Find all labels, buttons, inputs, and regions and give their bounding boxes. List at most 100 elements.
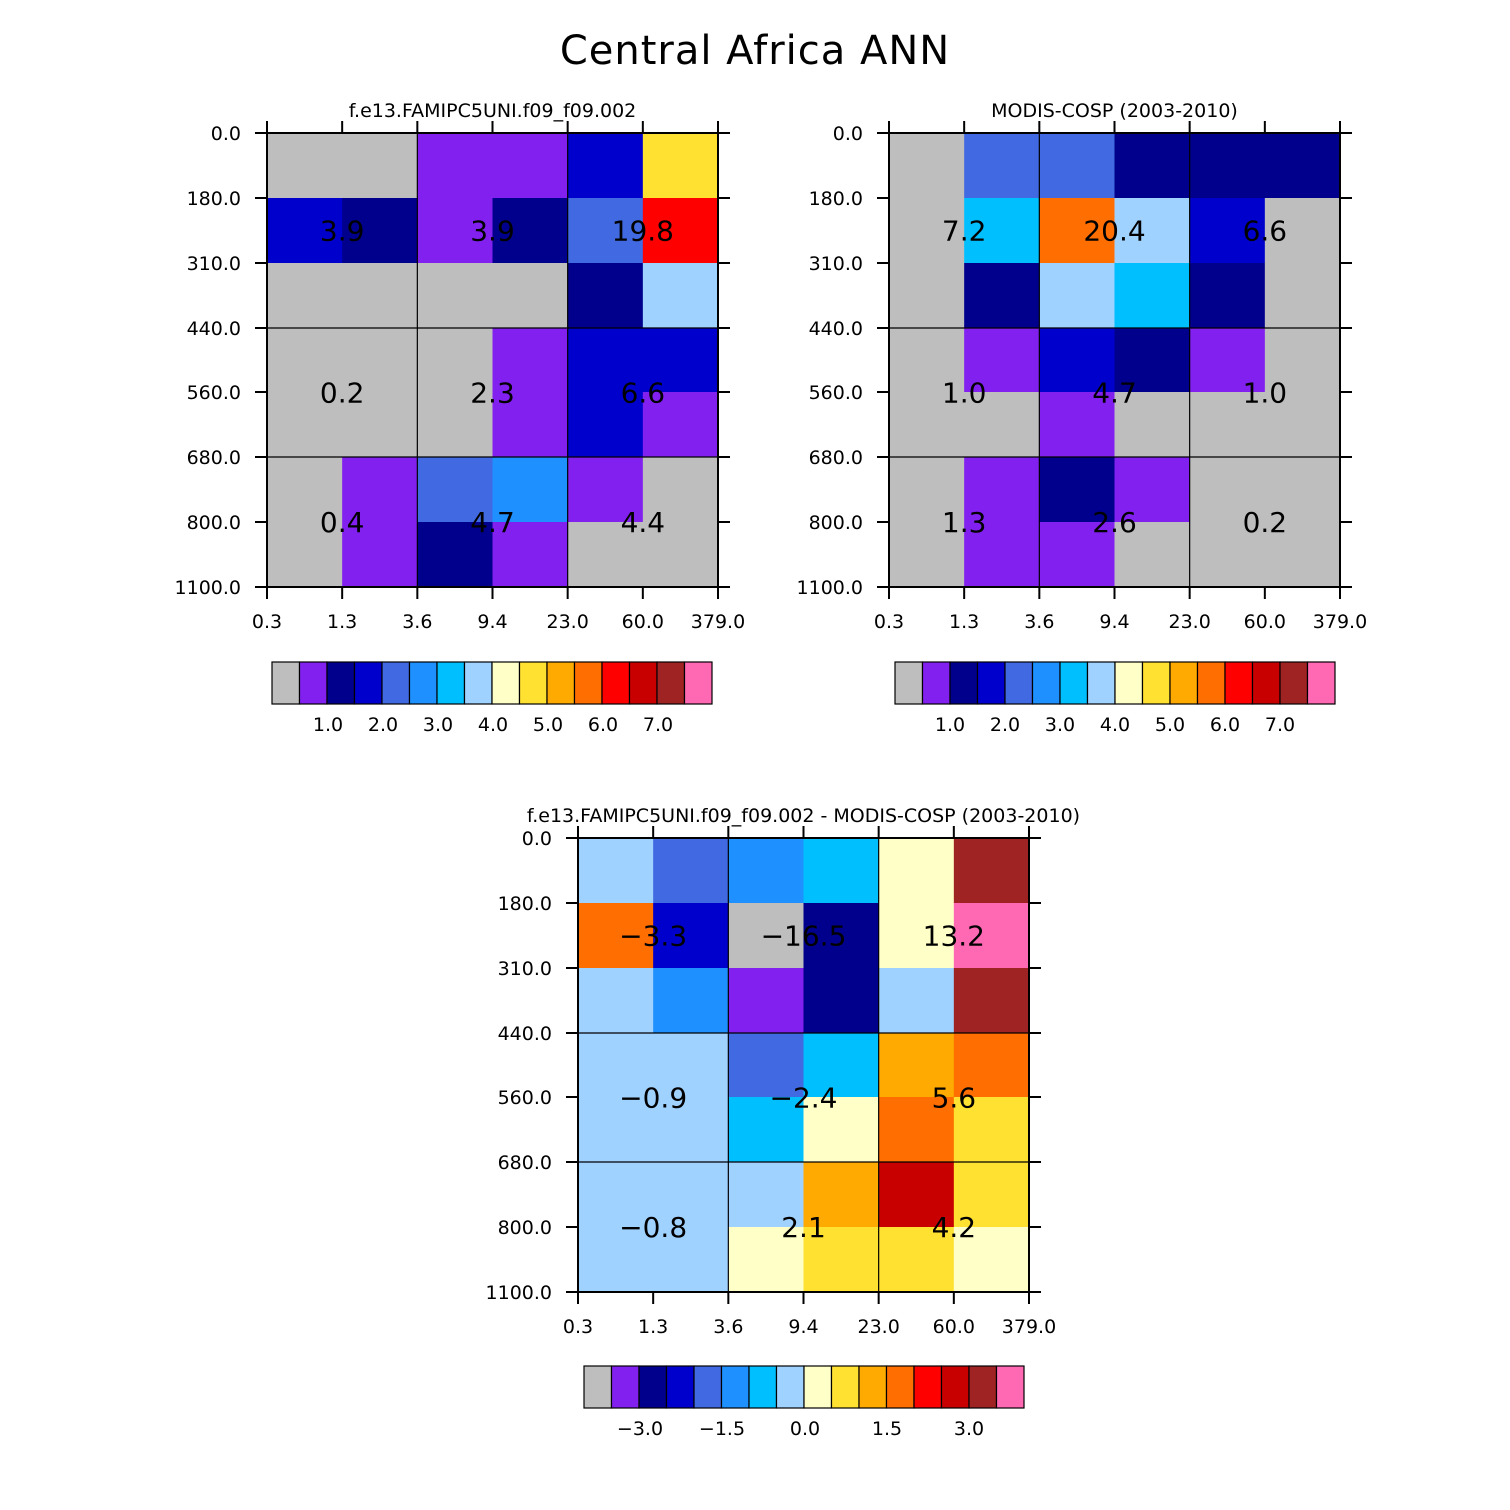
heatmap-cell (803, 1227, 880, 1293)
heatmap-cell (417, 522, 494, 588)
heatmap-cell (653, 1097, 729, 1163)
heatmap-cell (417, 392, 494, 458)
heatmap-cell (964, 457, 1040, 523)
colorbar-swatch (1004, 661, 1034, 705)
x-tick-label: 0.3 (252, 611, 282, 633)
colorbar-swatch (894, 661, 924, 705)
cell-value-label: 5.6 (932, 1082, 977, 1115)
heatmap-cell (653, 1162, 729, 1228)
colorbar-swatch (803, 1365, 833, 1409)
y-axis: 0.0 180.0 310.0 440.0 560.0 680.0 800.0 1100.0 (175, 123, 730, 599)
x-tick-label: 3.6 (1024, 611, 1054, 633)
heatmap-cell (878, 903, 955, 969)
colorbar-label: −3.0 (617, 1418, 663, 1440)
x-tick-label: 0.3 (874, 611, 904, 633)
heatmap-cell (417, 198, 494, 264)
colorbar-swatch (1196, 661, 1226, 705)
cell-value-label: 1.3 (942, 506, 987, 539)
heatmap-cell (1039, 263, 1116, 329)
y-tick-label: 180.0 (809, 188, 863, 210)
heatmap-cell (1114, 263, 1191, 329)
colorbar-swatch (1279, 661, 1309, 705)
heatmap-cell (1189, 198, 1266, 264)
heatmap-cell (889, 198, 965, 264)
x-tick-label: 1.3 (327, 611, 357, 633)
colorbar-label: 3.0 (954, 1418, 984, 1440)
cell-value-label: 6.6 (1243, 215, 1288, 248)
colorbar-swatch (1086, 661, 1116, 705)
heatmap-cell (803, 968, 880, 1034)
colorbar-swatch (638, 1365, 668, 1409)
x-tick-label: 1.3 (949, 611, 979, 633)
cell-value-label: 2.3 (470, 377, 515, 410)
heatmap-cell (953, 1033, 1030, 1098)
heatmap-cell (342, 198, 418, 264)
colorbar-swatch (601, 661, 631, 705)
colorbar-label: 2.0 (990, 714, 1020, 736)
heatmap-cell (492, 133, 569, 199)
colorbar-swatch (1031, 661, 1061, 705)
panel-title: MODIS-COSP (2003-2010) (991, 100, 1238, 122)
cell-value-label: 13.2 (923, 920, 985, 953)
heatmap-cell (953, 968, 1030, 1034)
heatmap-cell (889, 328, 965, 361)
colorbar-swatch (298, 661, 328, 705)
cell-value-label: −16.5 (761, 920, 847, 953)
block-values: 7.2 20.4 6.6 1.0 4.7 1.0 1.3 2.6 0.2 (942, 215, 1287, 540)
colorbar-swatch (381, 661, 411, 705)
heatmap-cell (964, 263, 1040, 329)
y-tick-label: 1100.0 (175, 577, 241, 599)
colorbar-swatch (573, 661, 603, 705)
colorbar-label: 6.0 (1210, 714, 1240, 736)
heatmap-cell (1189, 522, 1266, 588)
heatmap-cell (964, 133, 1040, 199)
heatmap-cell (342, 328, 418, 393)
heatmap-cell (803, 1033, 880, 1098)
heatmap-cell (1264, 522, 1341, 588)
heatmap-cell (642, 133, 719, 199)
colorbar-label: 1.0 (935, 714, 965, 736)
heatmap-cell (728, 903, 805, 969)
colorbar-label: −1.5 (699, 1418, 745, 1440)
colorbar-label: 4.0 (1100, 714, 1130, 736)
heatmap-cell (653, 838, 729, 904)
heatmap-cell (728, 968, 805, 1034)
heatmap-cell (964, 522, 1040, 588)
heatmap-cell (642, 263, 719, 329)
cell-value-label: 1.0 (942, 377, 987, 410)
heatmap-cell (728, 838, 805, 904)
x-tick-label: 9.4 (1099, 611, 1129, 633)
heatmap-cell (1114, 457, 1191, 523)
heatmap-cell (567, 133, 644, 199)
cell-value-label: 4.7 (1092, 377, 1137, 410)
colorbar-swatch (665, 1365, 695, 1409)
x-axis: 0.3 1.3 3.6 9.4 23.0 60.0 379.0 (874, 121, 1367, 633)
y-tick-label: 440.0 (187, 318, 241, 340)
heatmap-cell (567, 522, 644, 588)
cell-value-label: 0.2 (1243, 506, 1288, 539)
cell-value-label: 6.6 (621, 377, 666, 410)
colorbar: −3.0 −1.5 0.0 1.5 3.0 (583, 1365, 1025, 1440)
heatmap-cell (1189, 328, 1266, 361)
colorbar-swatch (1224, 661, 1254, 705)
colorbar: 1.0 2.0 3.0 4.0 5.0 6.0 7.0 (894, 661, 1336, 736)
heatmap-cell (567, 198, 644, 264)
colorbar-swatch (976, 661, 1006, 705)
heatmap-cell (417, 328, 494, 393)
heatmap-cell (1189, 360, 1266, 393)
heatmap-cell (1264, 133, 1341, 199)
heatmap-cell (1114, 328, 1191, 361)
cell-value-label: 3.9 (470, 215, 515, 248)
colorbar-swatch (326, 661, 356, 705)
colorbar-label: 2.0 (368, 714, 398, 736)
colorbar-swatch (720, 1365, 750, 1409)
heatmap-cell (267, 198, 343, 264)
heatmap-cell (267, 328, 343, 393)
heatmap-cell (267, 133, 343, 199)
heatmap-cell (964, 198, 1040, 264)
x-tick-label: 379.0 (1313, 611, 1367, 633)
cell-grid (889, 133, 1341, 588)
heatmap-cell (728, 1162, 805, 1228)
heatmap-cell (1264, 198, 1341, 264)
heatmap-cell (267, 263, 343, 329)
